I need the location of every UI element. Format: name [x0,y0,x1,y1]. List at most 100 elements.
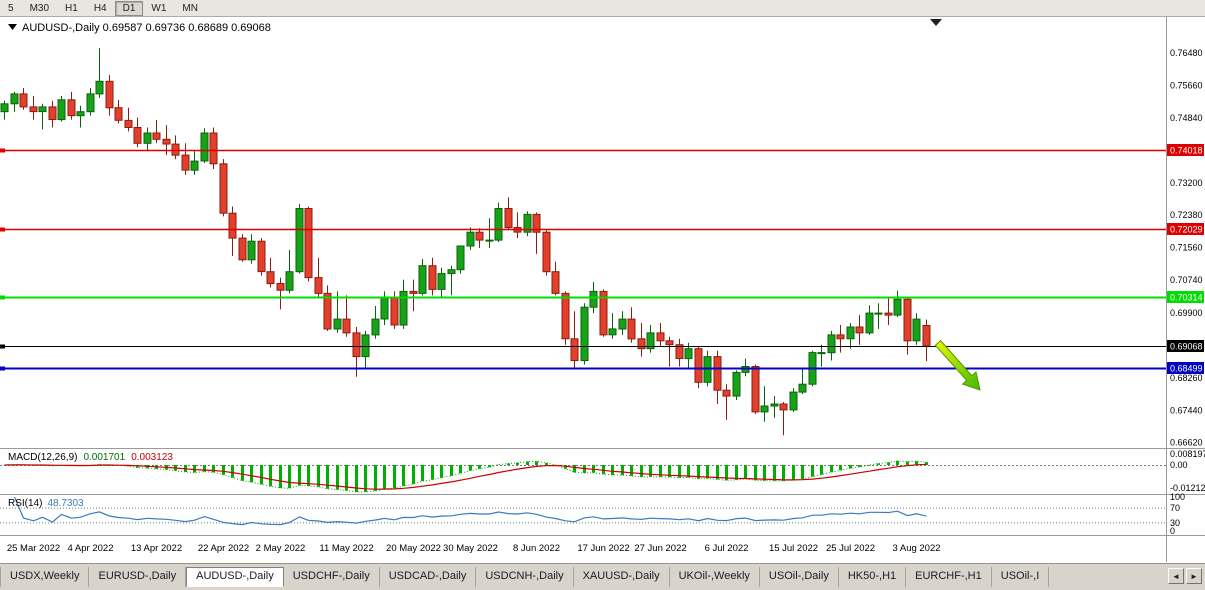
timeframe-5[interactable]: 5 [0,1,22,16]
price-axis-label: 0.67440 [1170,405,1203,415]
price-axis-label: 0.73200 [1170,178,1203,188]
candle-body [865,312,874,334]
candle-body [684,348,693,360]
candle-body [171,143,180,156]
candle-body [751,366,760,413]
candle-body [884,312,893,316]
chart-tab-hk50-h1[interactable]: HK50-,H1 [839,567,907,587]
tabs-scroll-left-icon[interactable]: ◄ [1168,568,1184,584]
candle-body [181,154,190,171]
chart-tab-ukoil-weekly[interactable]: UKOil-,Weekly [670,567,760,587]
chart-tab-usoil-daily[interactable]: USOil-,Daily [760,567,839,587]
candle-body [257,240,266,273]
timeframe-w1[interactable]: W1 [143,1,174,16]
candle-body [371,318,380,336]
chart-tab-eurusd-daily[interactable]: EURUSD-,Daily [89,567,187,587]
candle-body [836,334,845,340]
tab-navigation: ◄ ► [1165,567,1205,584]
candlestick-series [0,48,931,436]
candle-body [247,240,256,261]
price-chart[interactable]: 0.76480 0.75660 0.74840 0.73200 0.72380 0.715… [0,0,1205,563]
candle-body [143,132,152,144]
chart-tab-xauusd-daily[interactable]: XAUUSD-,Daily [574,567,670,587]
time-axis-label: 11 May 2022 [319,543,373,554]
candle-body [608,328,617,336]
chart-tabs: USDX,Weekly EURUSD-,Daily AUDUSD-,Daily USD… [0,567,1165,587]
candle-body [437,273,446,290]
resistance-line-anchor [0,148,5,153]
candle-body [57,99,66,121]
chart-tab-usdcad-daily[interactable]: USDCAD-,Daily [380,567,477,587]
candle-body [779,403,788,411]
timeframe-h1[interactable]: H1 [57,1,86,16]
candle-body [399,290,408,326]
candle-body [409,290,418,294]
chart-tab-usoil-i[interactable]: USOil-,I [992,567,1050,587]
candle-body [922,325,931,347]
candle-body [760,405,769,413]
rsi-axis-label: 70 [1170,503,1180,513]
candle-body [314,277,323,294]
candle-body [912,318,921,342]
time-axis-label: 17 Jun 2022 [577,543,629,554]
candle-body [874,312,883,315]
down-arrow-annotation[interactable] [934,339,981,391]
candle-body [333,318,342,330]
macd-label: MACD(12,26,9) 0.001701 0.003123 [8,452,173,463]
chart-tab-audusd-daily[interactable]: AUDUSD-,Daily [186,567,284,587]
chart-tab-usdx-weekly[interactable]: USDX,Weekly [0,567,90,587]
chart-tab-usdcnh-daily[interactable]: USDCNH-,Daily [476,567,574,587]
time-axis-label: 20 May 2022 [386,543,441,554]
candle-body [637,338,646,350]
candle-body [846,326,855,340]
candle-body [722,389,731,397]
timeframe-mn[interactable]: MN [174,1,206,16]
candle-body [580,306,589,362]
candle-body [19,93,28,108]
price-axis-label: 0.69900 [1170,308,1203,318]
candle-body [665,340,674,346]
resistance-line-price-badge [1167,144,1204,156]
candle-body [551,271,560,294]
chart-tab-usdchf-daily[interactable]: USDCHF-,Daily [284,567,380,587]
candle-body [732,371,741,397]
candle-body [390,296,399,326]
support-line-price-badge-label: 0.68499 [1170,364,1203,374]
price-axis-label: 0.76480 [1170,48,1203,58]
time-axis-label: 25 Jul 2022 [826,543,875,554]
candle-body [152,132,161,140]
candle-body [200,132,209,162]
symbol-dropdown-icon[interactable] [8,24,17,30]
candle-body [646,332,655,350]
candle-body [380,296,389,320]
rsi-axis-label: 100 [1170,492,1185,502]
chart-tab-eurchf-h1[interactable]: EURCHF-,H1 [906,567,992,587]
timeframe-m30[interactable]: M30 [22,1,57,16]
time-axis: 25 Mar 2022 4 Apr 2022 13 Apr 2022 22 Apr 2… [7,543,941,554]
candle-body [770,403,779,407]
timeframe-h4[interactable]: H4 [86,1,115,16]
candle-body [86,93,95,113]
chart-shift-marker-icon[interactable] [930,19,942,26]
candle-body [561,292,570,340]
price-axis-label: 0.72380 [1170,210,1203,220]
support-line-price-badge [1167,362,1204,374]
time-axis-label: 2 May 2022 [256,543,306,554]
resistance-line-price-badge-label: 0.72029 [1170,225,1203,235]
candle-body [504,208,513,228]
candle-body [190,160,199,171]
tabs-scroll-right-icon[interactable]: ► [1186,568,1202,584]
candle-body [67,99,76,117]
macd-pane: MACD(12,26,9) 0.001701 0.003123 0.0081970.0… [0,449,1205,493]
candle-body [675,344,684,360]
horizontal-price-lines[interactable] [0,148,1166,371]
candle-body [295,208,304,273]
price-axis-label: 0.66620 [1170,438,1203,448]
candle-body [485,239,494,242]
candle-body [124,119,133,129]
price-axis-label: 0.74840 [1170,113,1203,123]
time-axis-label: 22 Apr 2022 [198,543,249,554]
timeframe-d1[interactable]: D1 [114,0,144,16]
macd-axis-label: -0.01212 [1170,483,1205,493]
